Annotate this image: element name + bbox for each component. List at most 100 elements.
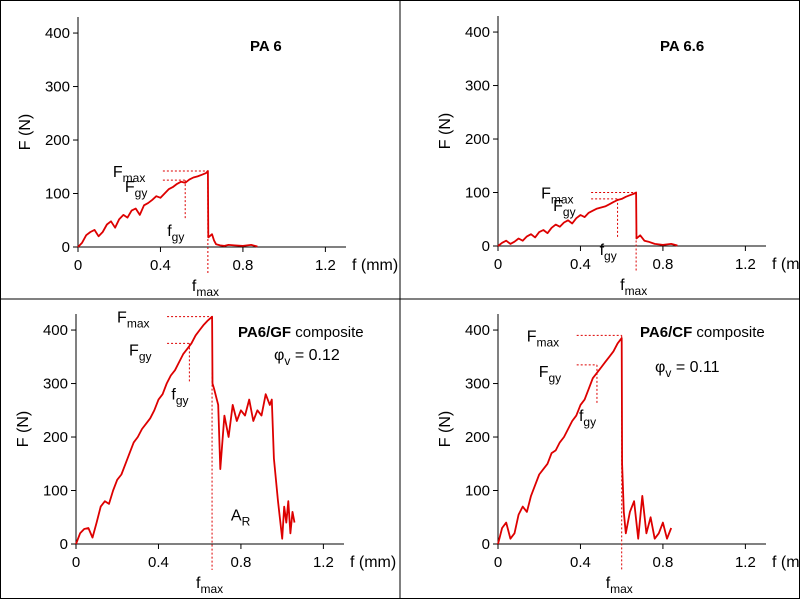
y-tick-label: 100	[45, 186, 70, 203]
x-tick-label: 0.4	[570, 256, 591, 273]
fgy-x-label-main: f	[579, 408, 584, 425]
y-tick-label: 300	[43, 376, 68, 393]
x-tick-label: 0.4	[570, 554, 591, 571]
x-tick-label: 0.8	[230, 554, 251, 571]
ar-label: AR	[231, 508, 251, 529]
chart-title-bold: PA 6	[250, 38, 282, 55]
y-tick-label: 100	[43, 483, 68, 500]
fgy-x-label: fgy	[167, 223, 184, 244]
fgy-x-label-sub: gy	[172, 230, 185, 244]
phi-value: = 0.12	[290, 347, 339, 364]
y-tick-label: 300	[45, 79, 70, 96]
y-tick-label: 300	[465, 78, 490, 95]
fmax-x-label-sub: max	[610, 582, 633, 596]
fmax-x-label-main: f	[192, 278, 197, 295]
fmax-label: Fmax	[541, 186, 573, 207]
fgy-x-label-main: f	[167, 223, 172, 240]
x-axis-label: f (mm)	[350, 554, 396, 571]
x-tick-label: 0.8	[652, 256, 673, 273]
fgy-label-sub: gy	[135, 186, 148, 200]
ar-label-sub: R	[242, 515, 251, 529]
y-tick-label: 200	[465, 131, 490, 148]
chart-panel: 0 100 200 300 400 0 0.4 0.8 1.2 f (mm) F (N) PA6/CF…	[437, 314, 800, 596]
fmax-x-label-sub: max	[201, 582, 224, 596]
y-tick-label: 100	[465, 483, 490, 500]
chart-title: PA6/GF composite	[238, 324, 364, 341]
fmax-label-sub: max	[127, 317, 150, 331]
phi-subscript: v	[665, 366, 671, 380]
fgy-x-label: fgy	[579, 408, 596, 429]
y-axis-label: F (N)	[437, 411, 454, 447]
fgy-x-label-sub: gy	[583, 415, 596, 429]
y-tick-label: 400	[43, 322, 68, 339]
fmax-x-label: fmax	[192, 278, 219, 299]
fgy-x-label-main: f	[600, 242, 605, 259]
fmax-label: Fmax	[117, 310, 149, 331]
ar-label-main: A	[231, 508, 242, 525]
x-tick-label: 1.2	[735, 256, 756, 273]
fmax-x-label-sub: max	[196, 285, 219, 299]
fgy-label: Fgy	[125, 179, 147, 200]
fmax-label: Fmax	[113, 164, 145, 185]
fmax-x-label-main: f	[606, 575, 611, 592]
fmax-label: Fmax	[527, 328, 559, 349]
fgy-label: Fgy	[553, 198, 575, 219]
chart-title-bold: PA6/CF	[640, 324, 692, 341]
y-tick-label: 400	[465, 24, 490, 41]
y-tick-label: 200	[465, 429, 490, 446]
series-line	[77, 170, 258, 248]
y-axis-label: F (N)	[437, 113, 454, 149]
fgy-label-sub: gy	[563, 205, 576, 219]
y-tick-label: 400	[465, 322, 490, 339]
fgy-label: Fgy	[129, 342, 151, 363]
fmax-x-label-main: f	[620, 277, 625, 294]
chart-panel: 0 100 200 300 400 0 0.4 0.8 1.2 f (mm) F (N) PA 6 Fm…	[17, 17, 398, 299]
y-tick-label: 0	[60, 536, 68, 553]
chart-title-bold: PA 6.6	[660, 38, 704, 55]
y-tick-label: 300	[465, 376, 490, 393]
phi-subscript: v	[284, 354, 290, 368]
fmax-label-sub: max	[551, 193, 574, 207]
x-tick-label: 1.2	[313, 554, 334, 571]
y-axis-label: F (N)	[17, 114, 34, 150]
chart-title-suffix: composite	[692, 324, 765, 341]
fgy-x-label-sub: gy	[604, 249, 617, 263]
x-tick-label: 1.2	[735, 554, 756, 571]
fgy-label-main: F	[539, 364, 549, 381]
fmax-label-main: F	[117, 310, 127, 327]
fmax-label-main: F	[113, 164, 123, 181]
fgy-label-sub: gy	[548, 371, 561, 385]
y-tick-label: 200	[45, 132, 70, 149]
volume-fraction-label: φv = 0.12	[274, 347, 340, 368]
fgy-x-label-main: f	[171, 386, 176, 403]
fmax-label-main: F	[527, 328, 537, 345]
fgy-label-sub: gy	[139, 349, 152, 363]
x-tick-label: 0.8	[652, 554, 673, 571]
fgy-x-label-sub: gy	[176, 393, 189, 407]
phi-symbol: φ	[655, 359, 665, 376]
x-tick-label: 1.2	[315, 257, 336, 274]
fmax-x-label: fmax	[196, 575, 223, 596]
fmax-label-sub: max	[536, 335, 559, 349]
phi-value: = 0.11	[671, 359, 719, 376]
chart-title: PA 6	[250, 38, 282, 55]
y-tick-label: 100	[465, 185, 490, 202]
fmax-x-label: fmax	[620, 277, 647, 298]
fmax-label-main: F	[541, 186, 551, 203]
x-axis-label: f (mm)	[772, 256, 800, 273]
x-axis-label: f (mm)	[772, 554, 800, 571]
fgy-label-main: F	[125, 179, 135, 196]
fgy-label-main: F	[129, 342, 139, 359]
x-tick-label: 0.8	[232, 257, 253, 274]
fgy-x-label: fgy	[171, 386, 188, 407]
fgy-x-label: fgy	[600, 242, 617, 263]
series-line	[497, 337, 673, 545]
y-tick-label: 0	[482, 238, 490, 255]
x-tick-label: 0	[494, 256, 502, 273]
y-tick-label: 0	[482, 536, 490, 553]
chart-panel: 0 100 200 300 400 0 0.4 0.8 1.2 f (mm) F (N) PA6/GF…	[15, 310, 396, 596]
x-tick-label: 0.4	[148, 554, 169, 571]
fgy-label-main: F	[553, 198, 563, 215]
y-tick-label: 400	[45, 25, 70, 42]
